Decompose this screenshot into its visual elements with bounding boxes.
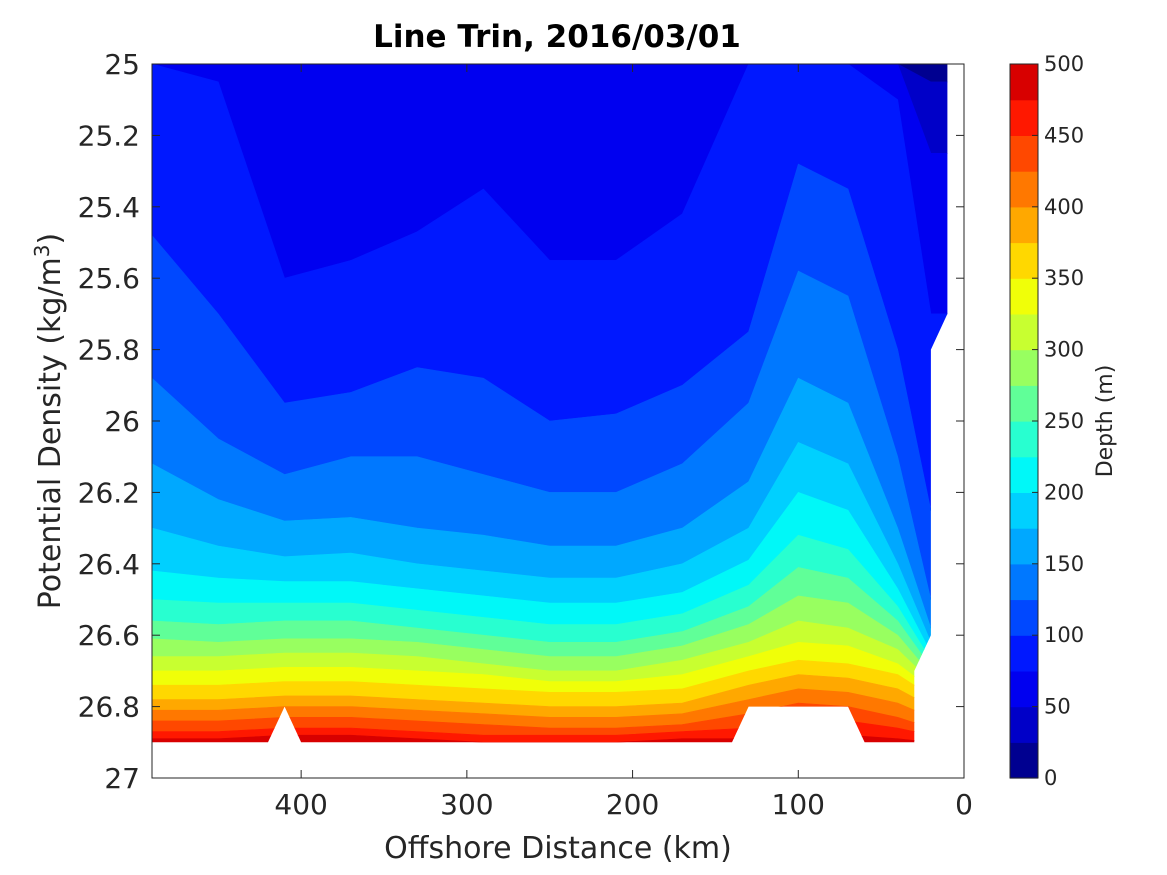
colorbar-swatch-1 bbox=[1010, 706, 1038, 743]
y-axis-label: Potential Density (kg/m3) bbox=[30, 233, 68, 609]
colorbar bbox=[1009, 63, 1039, 779]
colorbar-swatch-7 bbox=[1010, 492, 1038, 529]
y-tick-label: 25.8 bbox=[78, 334, 140, 367]
colorbar-tick-label: 100 bbox=[1044, 623, 1084, 647]
colorbar-swatch-12 bbox=[1010, 313, 1038, 351]
y-tick-label: 26 bbox=[104, 405, 140, 438]
y-tick-label: 26.8 bbox=[78, 691, 140, 724]
colorbar-tick-label: 500 bbox=[1044, 52, 1084, 76]
colorbar-tick-label: 350 bbox=[1044, 266, 1084, 290]
colorbar-swatch-17 bbox=[1010, 135, 1038, 172]
y-axis: 25 25.2 25.4 25.6 25.8 26 26.2 26.4 26.6 26.8 27 bbox=[78, 48, 964, 795]
colorbar-swatch-6 bbox=[1010, 528, 1038, 565]
x-axis: 400 300 200 100 0 bbox=[274, 64, 973, 821]
chart-title: Line Trin, 2016/03/01 bbox=[373, 19, 741, 55]
y-axis-label-superscript: 3 bbox=[30, 244, 54, 257]
colorbar-ticks: 0 50 100 150 200 250 300 350 400 450 500 bbox=[1032, 52, 1084, 790]
x-tick-label: 200 bbox=[606, 788, 659, 821]
colorbar-tick-label: 450 bbox=[1044, 123, 1084, 147]
colorbar-swatch-15 bbox=[1010, 206, 1038, 244]
y-tick-label: 25.2 bbox=[78, 119, 140, 152]
x-axis-label: Offshore Distance (km) bbox=[384, 831, 732, 866]
y-tick-label: 25.6 bbox=[78, 262, 140, 295]
colorbar-swatch-14 bbox=[1010, 242, 1038, 279]
colorbar-label: Depth (m) bbox=[1093, 365, 1118, 478]
plot-area bbox=[152, 64, 948, 743]
x-tick-label: 100 bbox=[772, 788, 825, 821]
colorbar-tick-label: 400 bbox=[1044, 195, 1084, 219]
colorbar-swatch-16 bbox=[1010, 171, 1038, 208]
colorbar-swatch-5 bbox=[1010, 563, 1038, 601]
colorbar-swatch-18 bbox=[1010, 99, 1038, 136]
colorbar-tick-label: 150 bbox=[1044, 552, 1084, 576]
x-tick-label: 400 bbox=[274, 788, 327, 821]
y-tick-label: 25 bbox=[104, 48, 140, 81]
colorbar-tick-label: 0 bbox=[1044, 766, 1057, 790]
y-axis-label-close: ) bbox=[33, 233, 68, 245]
y-tick-label: 27 bbox=[104, 762, 140, 795]
colorbar-tick-label: 300 bbox=[1044, 338, 1084, 362]
y-tick-label: 26.4 bbox=[78, 548, 140, 581]
colorbar-swatch-10 bbox=[1010, 385, 1038, 422]
colorbar-tick-label: 200 bbox=[1044, 480, 1084, 504]
y-tick-label: 25.4 bbox=[78, 191, 140, 224]
contour-band-1 bbox=[152, 64, 948, 154]
colorbar-swatch-2 bbox=[1010, 670, 1038, 708]
colorbar-swatch-19 bbox=[1010, 64, 1038, 101]
y-tick-label: 26.6 bbox=[78, 619, 140, 652]
colorbar-swatch-3 bbox=[1010, 635, 1038, 672]
x-tick-label: 300 bbox=[440, 788, 493, 821]
colorbar-tick-label: 50 bbox=[1044, 695, 1071, 719]
colorbar-tick-label: 250 bbox=[1044, 409, 1084, 433]
colorbar-swatch-11 bbox=[1010, 349, 1038, 386]
colorbar-swatch-8 bbox=[1010, 456, 1038, 493]
colorbar-swatch-13 bbox=[1010, 278, 1038, 315]
y-tick-label: 26.2 bbox=[78, 476, 140, 509]
x-tick-label: 0 bbox=[955, 788, 973, 821]
colorbar-swatch-0 bbox=[1010, 742, 1038, 779]
y-axis-label-text: Potential Density (kg/m bbox=[33, 257, 68, 609]
colorbar-swatch-4 bbox=[1010, 599, 1038, 636]
colorbar-swatch-9 bbox=[1010, 421, 1038, 458]
